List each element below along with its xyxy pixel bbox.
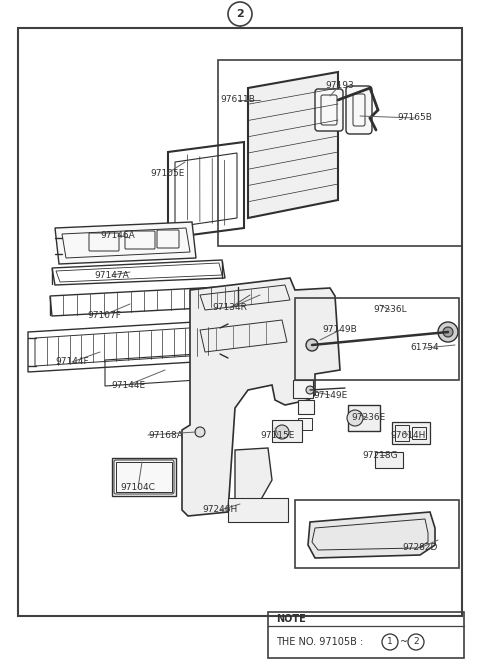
Bar	[298, 418, 312, 430]
Bar	[412, 427, 426, 439]
Bar	[228, 498, 288, 522]
Text: 97144F: 97144F	[55, 358, 89, 366]
Circle shape	[306, 339, 318, 351]
Bar	[395, 425, 409, 441]
Text: 97218G: 97218G	[362, 450, 398, 460]
Bar	[268, 612, 464, 658]
Bar	[18, 28, 462, 616]
Bar	[375, 452, 403, 468]
Text: 97107F: 97107F	[87, 310, 121, 319]
Text: 97282D: 97282D	[402, 544, 438, 552]
Bar	[116, 462, 172, 492]
Circle shape	[195, 427, 205, 437]
Polygon shape	[55, 222, 196, 264]
Bar	[112, 458, 176, 496]
FancyBboxPatch shape	[315, 89, 343, 131]
Bar	[295, 500, 459, 568]
Text: 97236E: 97236E	[351, 413, 385, 423]
Text: 97149E: 97149E	[313, 390, 347, 399]
Text: 1: 1	[387, 638, 393, 646]
Circle shape	[443, 327, 453, 337]
Bar	[392, 422, 430, 444]
Polygon shape	[248, 72, 338, 218]
Text: 97147A: 97147A	[95, 271, 130, 280]
Text: THE NO. 97105B :: THE NO. 97105B :	[276, 637, 366, 647]
Text: 97104C: 97104C	[120, 483, 156, 493]
Text: 97165B: 97165B	[397, 114, 432, 122]
Text: 97134R: 97134R	[213, 304, 247, 312]
Bar	[272, 420, 302, 442]
Text: 97614H: 97614H	[390, 431, 426, 439]
Circle shape	[306, 386, 314, 394]
Text: 97146A: 97146A	[101, 230, 135, 239]
Text: NOTE: NOTE	[276, 614, 306, 624]
Bar	[298, 400, 314, 414]
Polygon shape	[182, 278, 340, 516]
Text: 97115E: 97115E	[261, 431, 295, 439]
Text: 97105E: 97105E	[151, 169, 185, 177]
Polygon shape	[235, 448, 272, 510]
Text: 97611B: 97611B	[221, 95, 255, 105]
Circle shape	[275, 425, 289, 439]
Circle shape	[438, 322, 458, 342]
Text: 97193: 97193	[325, 81, 354, 89]
Bar	[295, 298, 459, 380]
Text: 2: 2	[236, 9, 244, 19]
Text: 61754: 61754	[411, 343, 439, 353]
Text: 97246H: 97246H	[203, 505, 238, 515]
Text: 97144E: 97144E	[111, 380, 145, 390]
FancyBboxPatch shape	[346, 86, 372, 134]
Bar	[218, 60, 462, 246]
Text: 97149B: 97149B	[323, 325, 358, 335]
Circle shape	[347, 410, 363, 426]
Text: 2: 2	[413, 638, 419, 646]
Text: ~: ~	[400, 637, 408, 647]
Text: 97236L: 97236L	[373, 306, 407, 314]
Bar	[293, 380, 313, 398]
Text: 97168A: 97168A	[148, 431, 183, 439]
Polygon shape	[308, 512, 435, 558]
Bar	[348, 405, 380, 431]
